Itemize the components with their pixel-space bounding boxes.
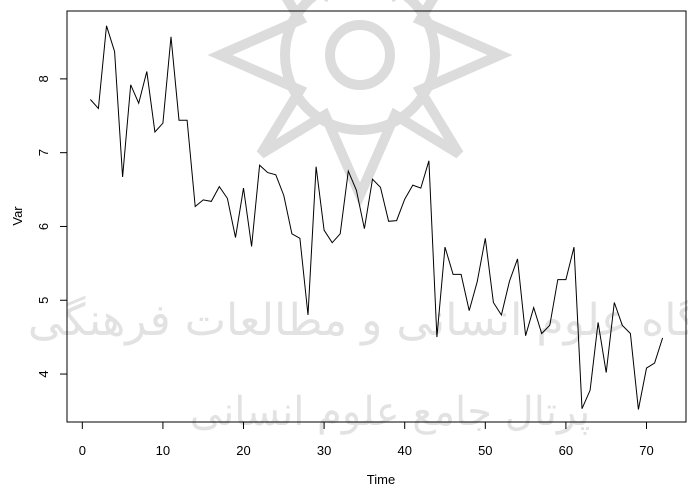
x-tick-label: 70 [639, 443, 653, 458]
x-axis-title: Time [367, 472, 395, 487]
watermark-line-2: پرتال جامع علوم انسانی [190, 389, 591, 435]
y-axis-title: Var [10, 206, 25, 226]
watermark-line-1: پژوهشگاه علوم انسانی و مطالعات فرهنگی [28, 295, 688, 346]
x-axis: 0 10 20 30 40 50 60 70 [79, 422, 654, 458]
watermark-seal [207, 0, 513, 208]
y-axis: 4 5 6 7 8 [36, 75, 67, 378]
series-line [90, 25, 664, 410]
y-tick-label: 6 [36, 223, 51, 230]
y-tick-label: 5 [36, 297, 51, 304]
y-tick-label: 4 [36, 370, 51, 377]
y-tick-label: 7 [36, 149, 51, 156]
watermark: پژوهشگاه علوم انسانی و مطالعات فرهنگی پر… [28, 0, 688, 435]
x-tick-label: 30 [317, 443, 331, 458]
y-tick-label: 8 [36, 75, 51, 82]
series-layer [90, 25, 664, 410]
plot-frame [66, 10, 687, 423]
x-tick-label: 10 [156, 443, 170, 458]
x-tick-label: 0 [79, 443, 86, 458]
x-tick-label: 20 [236, 443, 250, 458]
x-tick-label: 60 [559, 443, 573, 458]
x-tick-label: 40 [397, 443, 411, 458]
x-tick-label: 50 [478, 443, 492, 458]
